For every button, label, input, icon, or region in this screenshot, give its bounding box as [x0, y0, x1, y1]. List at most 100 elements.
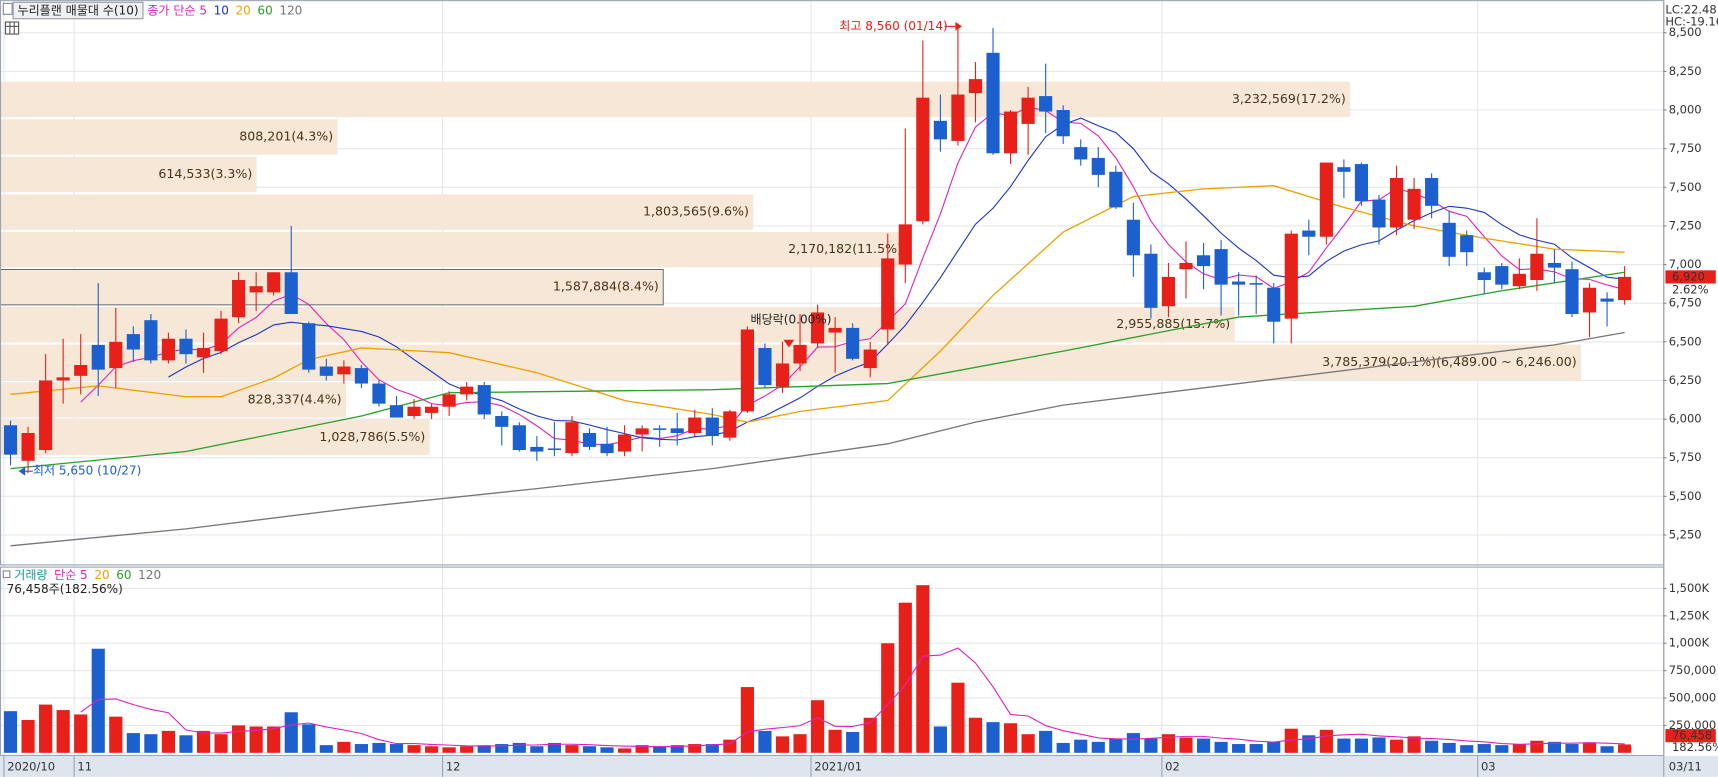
legend-entry: 60: [257, 4, 272, 18]
y-tick-label: 250,000: [1669, 718, 1717, 732]
volume-bar: [477, 745, 491, 753]
volume-bar: [1618, 744, 1632, 753]
legend-entry: 10: [214, 4, 229, 18]
x-tick-label: 02: [1165, 760, 1180, 774]
volume-summary: 76,458주(182.56%): [7, 582, 123, 596]
profile-label: 2,955,885(15.7%): [1116, 316, 1230, 331]
low-arrowhead: [18, 466, 26, 476]
volume-bar: [512, 742, 526, 753]
candle-body: [881, 258, 895, 330]
legend-icon: [2, 570, 11, 579]
candle-body: [828, 327, 842, 333]
volume-bar: [1179, 737, 1193, 753]
candle-body: [916, 97, 930, 222]
candle-body: [1214, 249, 1228, 285]
candle-body: [1477, 272, 1491, 281]
event-marker: [783, 339, 795, 348]
y-tick-label: 5,750: [1669, 450, 1702, 464]
table-icon[interactable]: [4, 21, 20, 35]
volume-bar: [126, 733, 140, 753]
candle-body: [477, 385, 491, 415]
volume-bar: [705, 744, 719, 753]
volume-bar: [951, 682, 965, 753]
candle-body: [582, 432, 597, 447]
price-badge-label: 6,920: [1672, 269, 1705, 283]
change-label: 2.62%: [1672, 283, 1709, 297]
volume-bar: [1512, 744, 1526, 753]
candle-body: [126, 334, 140, 350]
candle-body: [565, 422, 579, 454]
x-tick-label: 03: [1481, 760, 1496, 774]
profile-bar: [0, 156, 257, 193]
candle-body: [1372, 199, 1386, 228]
candle-body: [793, 344, 807, 364]
volume-bar: [389, 744, 404, 753]
volume-bar: [1460, 745, 1474, 753]
volume-bar: [1442, 742, 1456, 753]
volume-bar: [1372, 737, 1386, 753]
moving-average: [168, 117, 1625, 441]
candle-body: [196, 347, 211, 358]
volume-bar: [810, 700, 825, 753]
volume-bar: [618, 748, 632, 753]
profile-label: 3,232,569(17.2%): [1232, 91, 1346, 106]
candle-body: [1284, 233, 1298, 319]
profile-bar: [0, 231, 907, 268]
profile-bar: [0, 194, 754, 230]
volume-bar: [565, 745, 579, 753]
volume-bar: [670, 745, 684, 753]
moving-average: [10, 185, 1625, 423]
y-tick-label: 8,000: [1669, 103, 1702, 117]
candle-body: [863, 349, 877, 369]
candle-body: [319, 366, 333, 376]
candle-body: [495, 415, 509, 427]
volume-bar: [1495, 745, 1509, 753]
candle-body: [1460, 235, 1474, 253]
profile-label: 1,028,786(5.5%): [319, 429, 425, 444]
candle-body: [179, 338, 193, 355]
x-tick-label: 11: [77, 760, 92, 774]
candle-body: [933, 120, 947, 140]
volume-bar: [1302, 735, 1316, 753]
candle-body: [705, 417, 719, 437]
y-tick-label: 1,500K: [1669, 581, 1710, 595]
candle-body: [1144, 253, 1158, 308]
candle-body: [600, 443, 614, 454]
volume-bar: [1337, 738, 1351, 753]
volume-bar: [1582, 742, 1597, 753]
volume-bar: [881, 643, 895, 753]
legend-entry: 종가 단순 5: [147, 4, 207, 18]
volume-bar: [407, 745, 421, 753]
candle-body: [91, 344, 105, 370]
volume-bar: [775, 736, 790, 753]
legend-entry: 20: [236, 4, 251, 18]
volume-bar: [319, 745, 333, 753]
y-tick-label: 500,000: [1669, 691, 1717, 705]
candle-body: [1425, 178, 1439, 206]
volume-bar: [196, 730, 211, 753]
x-last-label: 03/11: [1669, 760, 1702, 774]
profile-bar: [0, 269, 664, 306]
y-tick-label: 8,500: [1669, 25, 1702, 39]
profile-bar: [0, 419, 430, 456]
candle-body: [740, 329, 754, 412]
x-tick-label: 2020/10: [7, 760, 55, 774]
candle-body: [968, 79, 983, 94]
volume-moving-average: [80, 647, 1625, 748]
volume-bar: [635, 745, 649, 753]
volume-bar: [442, 747, 456, 753]
volume-badge-label: 76,458: [1672, 728, 1712, 742]
legend-entry: 단순 5: [54, 568, 88, 582]
candle-body: [775, 363, 790, 387]
candle-body: [1232, 281, 1246, 285]
candle-body: [1512, 273, 1526, 287]
candle-body: [512, 425, 526, 450]
legend-entry: 120: [138, 568, 161, 582]
volume-bar: [1284, 728, 1298, 753]
candle-body: [267, 272, 281, 293]
volume-change-label: 182.56%: [1672, 740, 1718, 754]
x-tick-label: 12: [446, 760, 461, 774]
volume-bar: [1477, 744, 1491, 753]
candle-body: [1021, 97, 1035, 124]
legend-entry: 60: [116, 568, 131, 582]
